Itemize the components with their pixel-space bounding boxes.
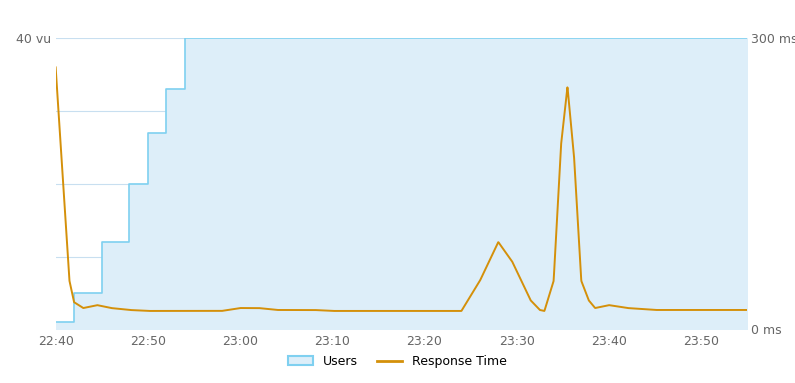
Legend: Users, Response Time: Users, Response Time — [283, 350, 512, 373]
